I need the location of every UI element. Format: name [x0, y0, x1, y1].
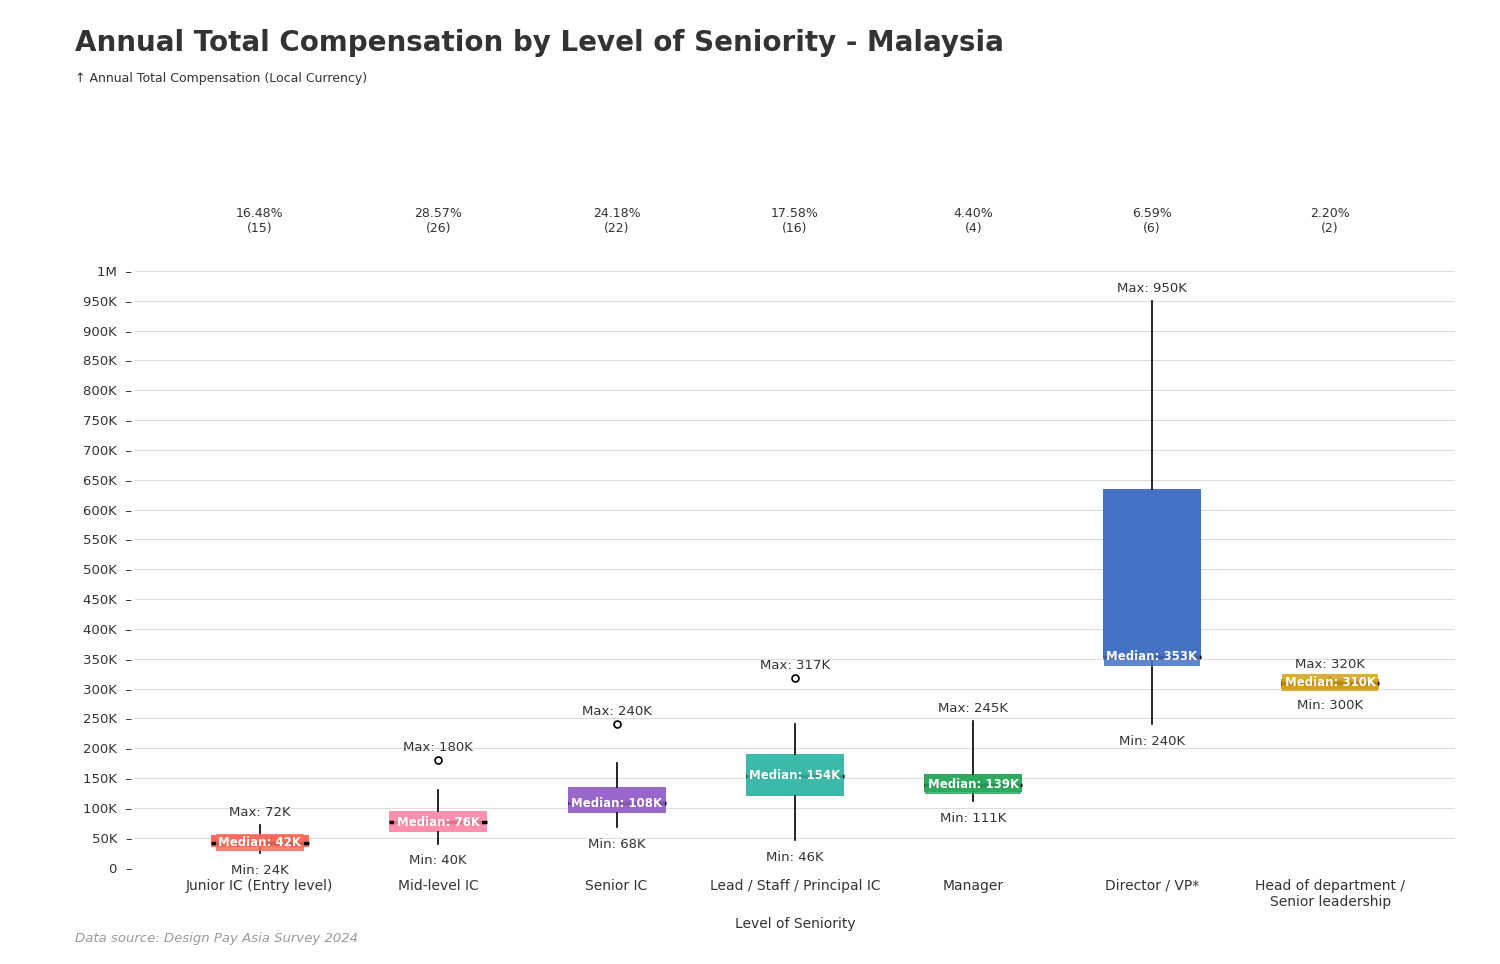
Bar: [924, 774, 1023, 792]
Text: Min: 24K: Min: 24K: [231, 864, 288, 877]
Bar: [567, 787, 666, 813]
Bar: [746, 754, 844, 796]
Text: Max: 240K: Max: 240K: [582, 706, 651, 718]
Bar: [211, 835, 309, 846]
Text: Max: 72K: Max: 72K: [230, 806, 291, 818]
Text: Min: 46K: Min: 46K: [766, 851, 824, 864]
Text: Median: 139K: Median: 139K: [928, 778, 1019, 791]
Text: Data source: Design Pay Asia Survey 2024: Data source: Design Pay Asia Survey 2024: [75, 932, 358, 945]
Text: Max: 245K: Max: 245K: [939, 703, 1008, 715]
Text: Median: 76K: Median: 76K: [396, 816, 480, 829]
Text: Annual Total Compensation by Level of Seniority - Malaysia: Annual Total Compensation by Level of Se…: [75, 29, 1004, 57]
Bar: [1102, 489, 1202, 656]
Text: Min: 240K: Min: 240K: [1119, 736, 1185, 748]
Text: Median: 154K: Median: 154K: [750, 769, 840, 782]
Text: Min: 300K: Min: 300K: [1298, 699, 1364, 712]
Text: Median: 42K: Median: 42K: [219, 836, 302, 849]
Text: Median: 353K: Median: 353K: [1106, 651, 1197, 663]
Text: Max: 180K: Max: 180K: [404, 741, 472, 754]
Text: Min: 40K: Min: 40K: [410, 854, 466, 868]
Text: Min: 68K: Min: 68K: [588, 838, 645, 851]
Text: Max: 317K: Max: 317K: [760, 659, 830, 673]
Bar: [1281, 679, 1378, 688]
X-axis label: Level of Seniority: Level of Seniority: [735, 917, 855, 931]
Text: ↑ Annual Total Compensation (Local Currency): ↑ Annual Total Compensation (Local Curre…: [75, 72, 368, 85]
Text: Max: 320K: Max: 320K: [1294, 657, 1365, 671]
Text: Median: 108K: Median: 108K: [572, 796, 662, 810]
Text: Max: 950K: Max: 950K: [1118, 281, 1186, 295]
Text: Min: 111K: Min: 111K: [940, 812, 1006, 825]
Bar: [388, 811, 488, 832]
Text: Median: 310K: Median: 310K: [1284, 676, 1376, 689]
